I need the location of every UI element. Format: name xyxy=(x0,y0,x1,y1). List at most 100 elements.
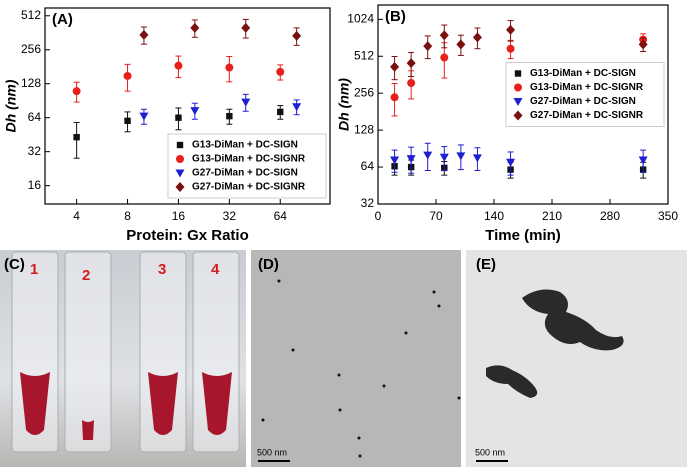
y-tick-label: 64 xyxy=(28,110,42,124)
marker xyxy=(439,153,449,162)
marker xyxy=(175,114,182,121)
marker xyxy=(190,22,200,33)
marker xyxy=(390,93,399,102)
particles xyxy=(261,279,461,458)
legend-label: G27-DiMan + DC-SIGNR xyxy=(530,110,644,121)
marker xyxy=(190,107,200,116)
scale-label: 500 nm xyxy=(257,447,287,457)
panel-label: (C) xyxy=(4,256,25,273)
marker xyxy=(226,112,233,120)
panel-label: (B) xyxy=(385,8,406,25)
x-tick-label: 64 xyxy=(274,209,288,223)
y-tick-label: 128 xyxy=(21,76,41,90)
cuvette-label: 4 xyxy=(211,261,220,278)
marker xyxy=(513,110,523,121)
marker xyxy=(514,70,522,77)
x-tick-label: 350 xyxy=(658,209,678,223)
marker xyxy=(423,151,433,160)
marker xyxy=(407,79,416,88)
marker xyxy=(292,30,302,41)
marker xyxy=(406,58,416,69)
y-tick-label: 512 xyxy=(354,48,374,62)
legend-box xyxy=(505,62,665,127)
solutions xyxy=(20,372,232,440)
marker xyxy=(390,156,400,165)
marker xyxy=(406,155,416,164)
marker xyxy=(225,63,234,72)
marker xyxy=(423,41,433,52)
plot-frame xyxy=(377,4,669,205)
x-tick-label: 70 xyxy=(429,209,443,223)
x-tick-label: 4 xyxy=(73,209,80,223)
marker xyxy=(506,44,515,53)
x-tick-label: 280 xyxy=(600,209,620,223)
marker xyxy=(292,103,302,112)
y-tick-label: 256 xyxy=(354,85,374,99)
scale-label: 500 nm xyxy=(475,447,505,457)
panel-e: 500 nm (E) xyxy=(466,250,687,467)
marker xyxy=(456,39,466,50)
x-tick-label: 210 xyxy=(542,209,562,223)
legend-label: G27-DiMan + DC-SIGN xyxy=(192,168,298,179)
y-tick-label: 16 xyxy=(28,178,42,192)
cuvette-label: 2 xyxy=(82,267,90,284)
legend-box xyxy=(167,133,327,199)
x-tick-label: 140 xyxy=(484,209,504,223)
cuvette-label: 3 xyxy=(158,261,166,278)
marker xyxy=(277,108,284,116)
legend-label: G27-DiMan + DC-SIGNR xyxy=(192,182,306,193)
plot-frame xyxy=(44,7,331,205)
legend-label: G27-DiMan + DC-SIGN xyxy=(530,96,636,107)
y-tick-label: 128 xyxy=(354,122,374,136)
marker xyxy=(440,53,449,62)
marker xyxy=(472,32,482,43)
aggregates xyxy=(486,289,624,398)
cuvette-label: 1 xyxy=(30,261,38,278)
y-tick-label: 64 xyxy=(361,159,375,173)
x-axis-label: Time (min) xyxy=(485,227,561,244)
y-tick-label: 32 xyxy=(28,144,42,158)
marker xyxy=(72,87,81,96)
y-axis-label: Dh (nm) xyxy=(336,78,352,131)
marker xyxy=(123,71,132,80)
marker xyxy=(456,152,466,161)
panel-label: (A) xyxy=(52,11,73,28)
micrograph xyxy=(466,250,687,467)
marker xyxy=(175,182,185,192)
marker xyxy=(390,61,400,72)
marker xyxy=(638,39,648,50)
marker xyxy=(638,156,648,165)
marker xyxy=(174,61,183,70)
y-tick-label: 32 xyxy=(361,196,375,210)
y-tick-label: 1024 xyxy=(347,12,374,26)
legend-label: G13-DiMan + DC-SIGNR xyxy=(530,82,644,93)
y-tick-label: 512 xyxy=(21,8,41,22)
marker xyxy=(176,141,184,149)
panel-c: (C) 1 2 3 4 xyxy=(0,250,246,467)
x-axis-label: Protein: Gx Ratio xyxy=(126,227,249,244)
marker xyxy=(124,117,131,125)
y-axis-label: Dh (nm) xyxy=(3,79,19,132)
legend-label: G13-DiMan + DC-SIGNR xyxy=(192,154,306,165)
x-tick-label: 32 xyxy=(223,209,237,223)
marker xyxy=(439,30,449,41)
marker xyxy=(276,67,285,76)
marker xyxy=(513,98,523,106)
micrograph xyxy=(251,250,461,467)
panel-label: (D) xyxy=(258,256,279,273)
panel-d: 500 nm (D) xyxy=(251,250,461,467)
x-tick-label: 0 xyxy=(375,209,382,223)
marker xyxy=(176,155,184,163)
marker xyxy=(139,29,149,40)
x-tick-label: 8 xyxy=(124,209,131,223)
marker xyxy=(241,22,251,33)
legend-label: G13-DiMan + DC-SIGN xyxy=(192,140,298,151)
marker xyxy=(506,158,516,167)
marker xyxy=(139,112,149,121)
panel-label: (E) xyxy=(476,256,496,273)
legend-label: G13-DiMan + DC-SIGN xyxy=(530,68,636,79)
y-tick-label: 256 xyxy=(21,42,41,56)
marker xyxy=(175,169,185,178)
x-tick-label: 16 xyxy=(172,209,186,223)
